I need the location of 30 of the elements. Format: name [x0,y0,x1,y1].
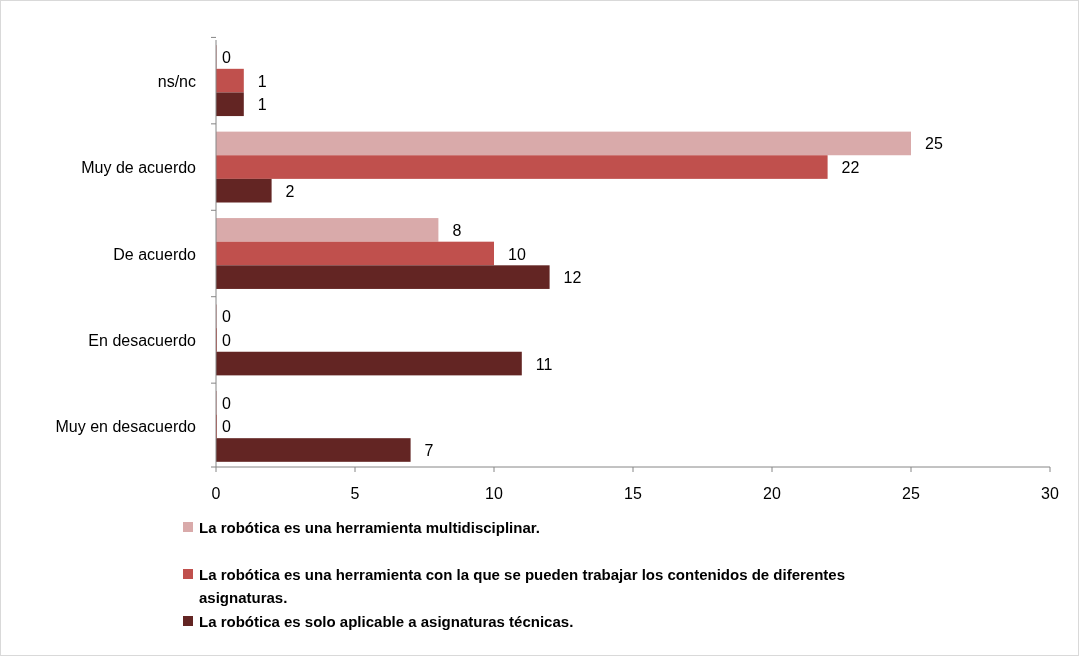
data-label: 7 [424,442,434,459]
x-tick-label: 0 [211,485,221,502]
x-tick-label: 25 [902,485,920,502]
y-tick-label: De acuerdo [113,245,197,263]
y-tick-label: En desacuerdo [88,331,197,349]
data-label: 22 [841,159,860,177]
x-tick-label: 10 [485,485,503,502]
y-tick-label: ns/nc [157,72,196,90]
data-label: 12 [563,269,582,287]
data-label: 11 [535,355,553,373]
legend-label: La robótica es solo aplicable a asignaturas técnicas. [199,613,574,630]
data-label: 10 [508,245,526,263]
y-tick-label: Muy en desacuerdo [55,418,197,436]
data-label: 0 [222,308,231,326]
y-tick-label: Muy de acuerdo [81,159,197,177]
data-label: 0 [222,49,231,66]
data-label: 0 [222,331,231,349]
legend-label: La robótica es una herramienta multidisciplinar. [199,519,540,536]
x-tick-label: 20 [763,485,781,502]
x-tick-label: 30 [1041,485,1059,502]
data-label: 0 [222,418,231,436]
data-label: 0 [222,394,231,412]
x-tick-label: 15 [624,485,642,502]
data-label: 1 [257,72,267,90]
data-label: 2 [285,182,295,200]
data-label: 25 [925,135,943,153]
x-tick-label: 5 [350,485,360,502]
data-label: 8 [452,221,462,239]
legend-label: La robótica es una herramienta con la que se pueden trabajar los contenidos de diferentes asignaturas. [199,566,846,606]
data-label: 1 [257,96,267,114]
